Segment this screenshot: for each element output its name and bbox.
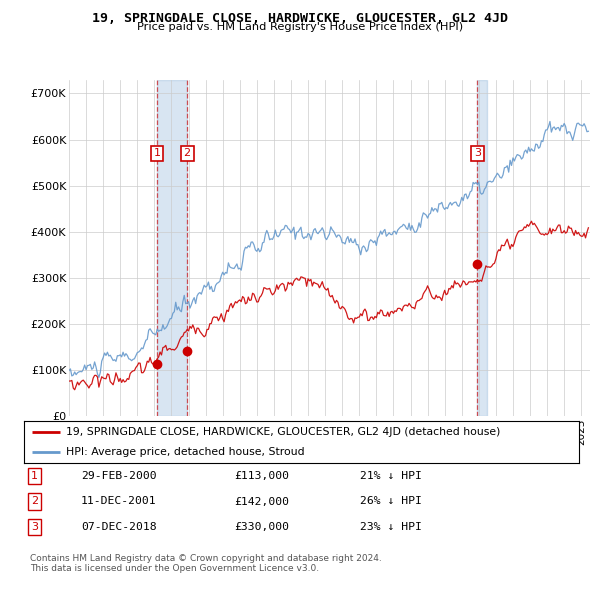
Text: Price paid vs. HM Land Registry's House Price Index (HPI): Price paid vs. HM Land Registry's House … [137, 22, 463, 32]
Text: 07-DEC-2018: 07-DEC-2018 [81, 522, 157, 532]
Text: 2: 2 [31, 497, 38, 506]
Text: This data is licensed under the Open Government Licence v3.0.: This data is licensed under the Open Gov… [30, 565, 319, 573]
Text: 3: 3 [31, 522, 38, 532]
Text: £113,000: £113,000 [234, 471, 289, 481]
Text: 1: 1 [31, 471, 38, 481]
Text: £142,000: £142,000 [234, 497, 289, 506]
Text: 26% ↓ HPI: 26% ↓ HPI [360, 497, 422, 506]
Text: 11-DEC-2001: 11-DEC-2001 [81, 497, 157, 506]
Bar [478, 80, 487, 416]
Text: 29-FEB-2000: 29-FEB-2000 [81, 471, 157, 481]
Text: 21% ↓ HPI: 21% ↓ HPI [360, 471, 422, 481]
Text: Contains HM Land Registry data © Crown copyright and database right 2024.: Contains HM Land Registry data © Crown c… [30, 555, 382, 563]
Text: 1: 1 [154, 148, 161, 158]
Text: 3: 3 [474, 148, 481, 158]
Text: 2: 2 [184, 148, 191, 158]
Text: 23% ↓ HPI: 23% ↓ HPI [360, 522, 422, 532]
Bar [157, 80, 187, 416]
Text: £330,000: £330,000 [234, 522, 289, 532]
Text: HPI: Average price, detached house, Stroud: HPI: Average price, detached house, Stro… [65, 447, 304, 457]
Text: 19, SPRINGDALE CLOSE, HARDWICKE, GLOUCESTER, GL2 4JD (detached house): 19, SPRINGDALE CLOSE, HARDWICKE, GLOUCES… [65, 427, 500, 437]
Text: 19, SPRINGDALE CLOSE, HARDWICKE, GLOUCESTER, GL2 4JD: 19, SPRINGDALE CLOSE, HARDWICKE, GLOUCES… [92, 12, 508, 25]
